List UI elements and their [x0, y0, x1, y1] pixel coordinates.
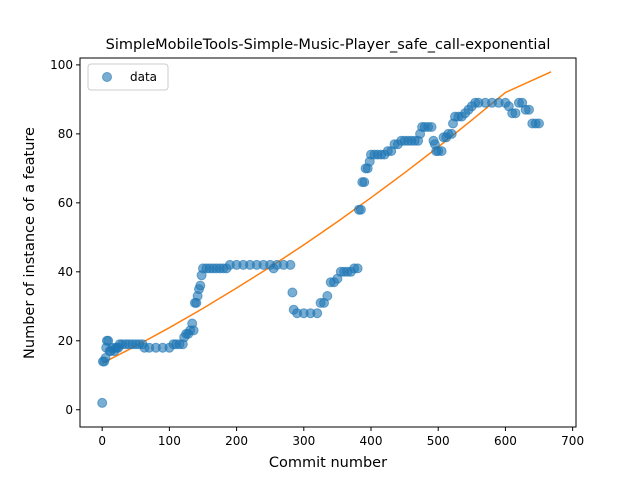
data-point — [355, 204, 366, 215]
x-axis-label: Commit number — [269, 455, 387, 471]
data-point — [436, 146, 447, 157]
x-tick-label: 400 — [360, 434, 383, 448]
data-point — [446, 128, 457, 139]
data-point — [285, 259, 296, 270]
y-tick-label: 40 — [58, 265, 73, 279]
data-point — [524, 104, 534, 115]
data-point — [188, 325, 199, 336]
y-tick-label: 80 — [58, 127, 73, 141]
legend-label-data: data — [130, 70, 157, 84]
x-tick-label: 0 — [98, 434, 106, 448]
y-tick-label: 20 — [58, 334, 73, 348]
legend: data — [87, 63, 169, 91]
data-point — [97, 397, 108, 408]
x-tick-label: 700 — [561, 434, 584, 448]
x-tick-label: 600 — [494, 434, 517, 448]
y-tick-label: 60 — [58, 196, 73, 210]
axes-frame — [79, 57, 577, 428]
data-point — [287, 287, 298, 298]
chart-title: SimpleMobileTools-Simple-Music-Player_sa… — [106, 37, 551, 53]
y-axis-label: Number of instance of a feature — [22, 127, 38, 359]
y-tick-label: 0 — [65, 403, 73, 417]
data-point — [426, 122, 437, 132]
legend-marker-data — [102, 72, 112, 82]
data-point — [510, 108, 521, 119]
data-point — [534, 118, 544, 129]
axes-layer: 0 100 200 300 400 500 600 700 0 20 40 60 80 100 — [50, 57, 584, 448]
fit-line-layer — [101, 71, 552, 364]
fit-line — [101, 71, 552, 364]
data-point — [359, 177, 370, 188]
data-point — [322, 291, 333, 301]
data-point — [352, 263, 363, 274]
y-tick-label: 100 — [50, 58, 73, 72]
data-point — [195, 280, 206, 291]
data-points-layer — [97, 97, 544, 408]
x-tick-label: 300 — [292, 434, 315, 448]
x-tick-label: 200 — [225, 434, 248, 448]
data-point — [312, 308, 323, 319]
legend-frame — [87, 63, 169, 91]
x-tick-label: 500 — [427, 434, 450, 448]
x-tick-label: 100 — [158, 434, 181, 448]
